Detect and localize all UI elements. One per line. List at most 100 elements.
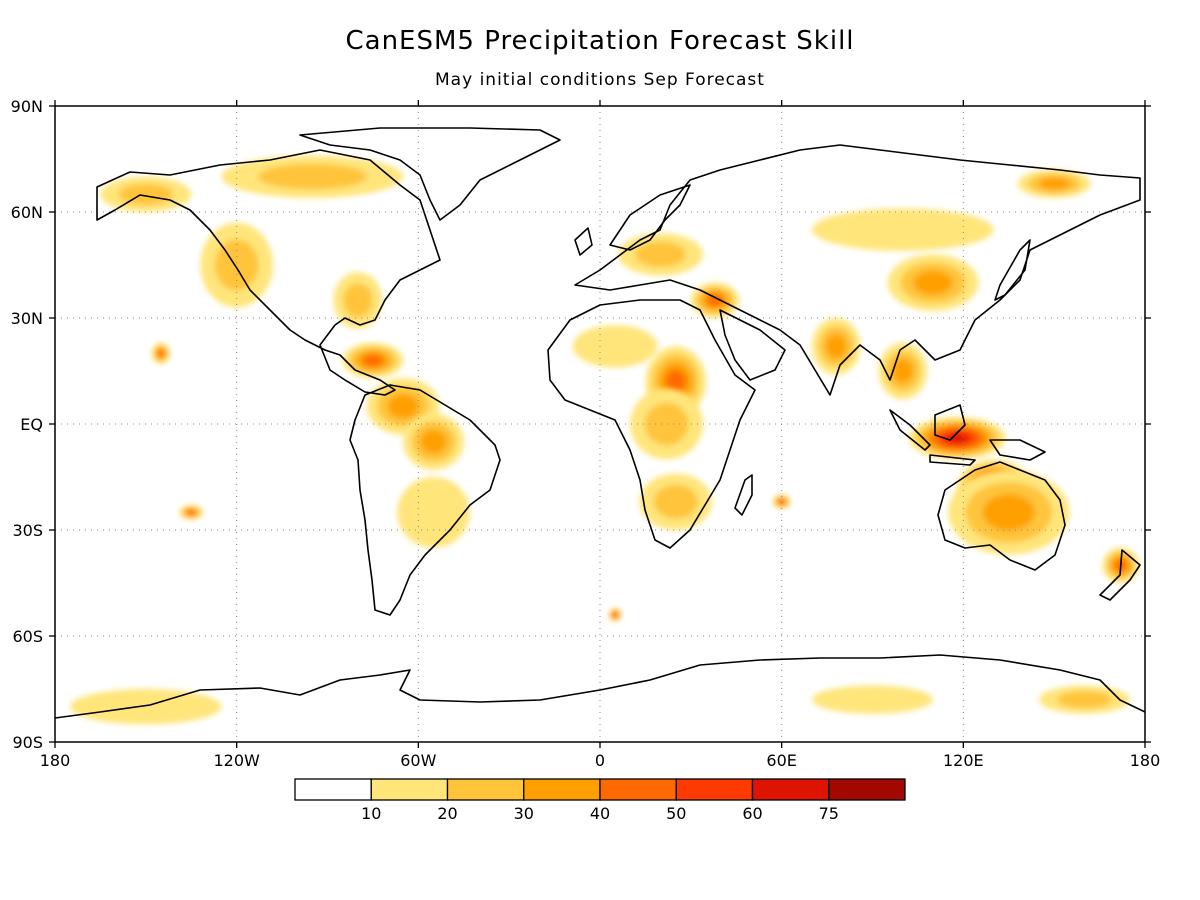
lat-tick-label: 90N [11,97,43,116]
colorbar-swatch [523,778,601,801]
gridlines [55,106,1145,742]
skill-region-canada-north [221,155,404,198]
colorbar-swatch [370,778,449,801]
skill-contour [214,239,259,291]
skill-contour [397,476,470,548]
skill-contour [343,283,373,318]
skill-region-southeast-asia [878,342,927,400]
coast-borneo [934,404,966,441]
chart-subtitle: May initial conditions Sep Forecast [435,70,765,90]
skill-contour [257,163,367,190]
skill-region-eastern-usa [333,272,382,329]
coast-arabia [719,309,786,381]
coast-japan [994,239,1031,301]
skill-contour [811,685,934,714]
skill-region-antarctica-west [70,689,222,725]
skill-contour [118,183,174,205]
skill-region-southern-africa [639,473,713,530]
skill-contour [892,358,914,384]
skill-region-indian-ocean [772,494,791,509]
skill-region-australia-wide [948,469,1070,555]
skill-contour [635,241,686,268]
skill-contour [1057,691,1112,709]
skill-region-east-siberia [1017,169,1091,198]
skill-region-south-pacific [179,505,204,520]
skill-region-india [811,318,861,375]
skill-region-amazon [403,413,464,470]
skill-region-maritime-continent [908,416,1006,460]
coastlines [55,127,1145,719]
skill-contour [420,429,447,454]
coast-greenland [299,127,561,221]
colorbar: 10 20 30 40 50 60 75 [294,778,906,823]
skill-contour [362,354,384,367]
colorbar-label: 75 [819,804,839,823]
colorbar-swatch [599,778,677,801]
skill-shading-layer [70,155,1139,725]
lon-tick-label: 60E [766,751,796,770]
skill-region-china [887,254,979,311]
skill-contour [913,270,953,295]
skill-region-antarctica-ross [1039,685,1130,714]
skill-contour [825,334,847,359]
colorbar-swatch [675,778,754,801]
lat-tick-label: 60S [12,627,43,646]
axis-ticks: 180 120W 60W 0 60E 120E 180 90N 60N 30N EQ 30S 60S 90… [11,97,1161,770]
lon-tick-label: 60W [400,751,436,770]
skill-contour [653,484,698,519]
skill-contour [156,349,165,358]
lon-tick-label: 180 [40,751,71,770]
lat-tick-label: 30N [11,309,43,328]
chart-title: CanESM5 Precipitation Forecast Skill [345,26,855,56]
coast-java [929,454,976,466]
lat-tick-label: 30S [12,521,43,540]
skill-region-southern-ocean [609,607,622,622]
coast-africa [547,299,756,549]
coast-north-america [96,149,441,396]
colorbar-label: 50 [666,804,686,823]
skill-contour [982,494,1035,531]
coast-new-zealand [1099,549,1141,601]
colorbar-label: 30 [514,804,534,823]
skill-contour [387,394,419,419]
skill-contour [706,294,724,307]
colorbar-swatch [751,778,830,801]
skill-region-siberia [811,208,994,251]
coast-madagascar [734,474,753,516]
lon-tick-label: 120E [943,751,984,770]
skill-region-central-africa [630,388,703,460]
lat-tick-label: EQ [20,415,43,434]
skill-contour [1038,177,1070,190]
coast-antarctica [55,654,1145,719]
coast-scandinavia [609,184,691,251]
skill-region-antarctica-east [811,685,934,714]
skill-contour [187,508,196,517]
skill-contour [946,433,969,444]
colorbar-label: 10 [361,804,381,823]
skill-contour [70,689,222,725]
skill-contour [611,610,620,619]
skill-region-south-america [397,476,470,548]
coast-australia [937,461,1066,571]
coast-south-america [349,384,501,616]
skill-region-caribbean [342,342,404,379]
colorbar-label: 20 [437,804,457,823]
skill-contour [644,402,689,446]
skill-contour [777,497,786,506]
coast-eurasia [574,144,1141,396]
lat-tick-label: 90S [12,733,43,752]
coast-new-guinea [989,439,1046,461]
skill-region-alaska [100,176,192,212]
lon-tick-label: 0 [595,751,605,770]
skill-contour [665,369,686,394]
skill-region-western-north-america [200,222,273,308]
colorbar-swatch [294,778,372,801]
lat-tick-label: 60N [11,203,43,222]
skill-region-north-africa [572,325,658,368]
skill-region-pacific-east [151,342,171,364]
skill-region-europe [618,233,703,276]
coast-british-isles [574,227,593,256]
lon-tick-label: 120W [213,751,260,770]
colorbar-swatch [446,778,525,801]
